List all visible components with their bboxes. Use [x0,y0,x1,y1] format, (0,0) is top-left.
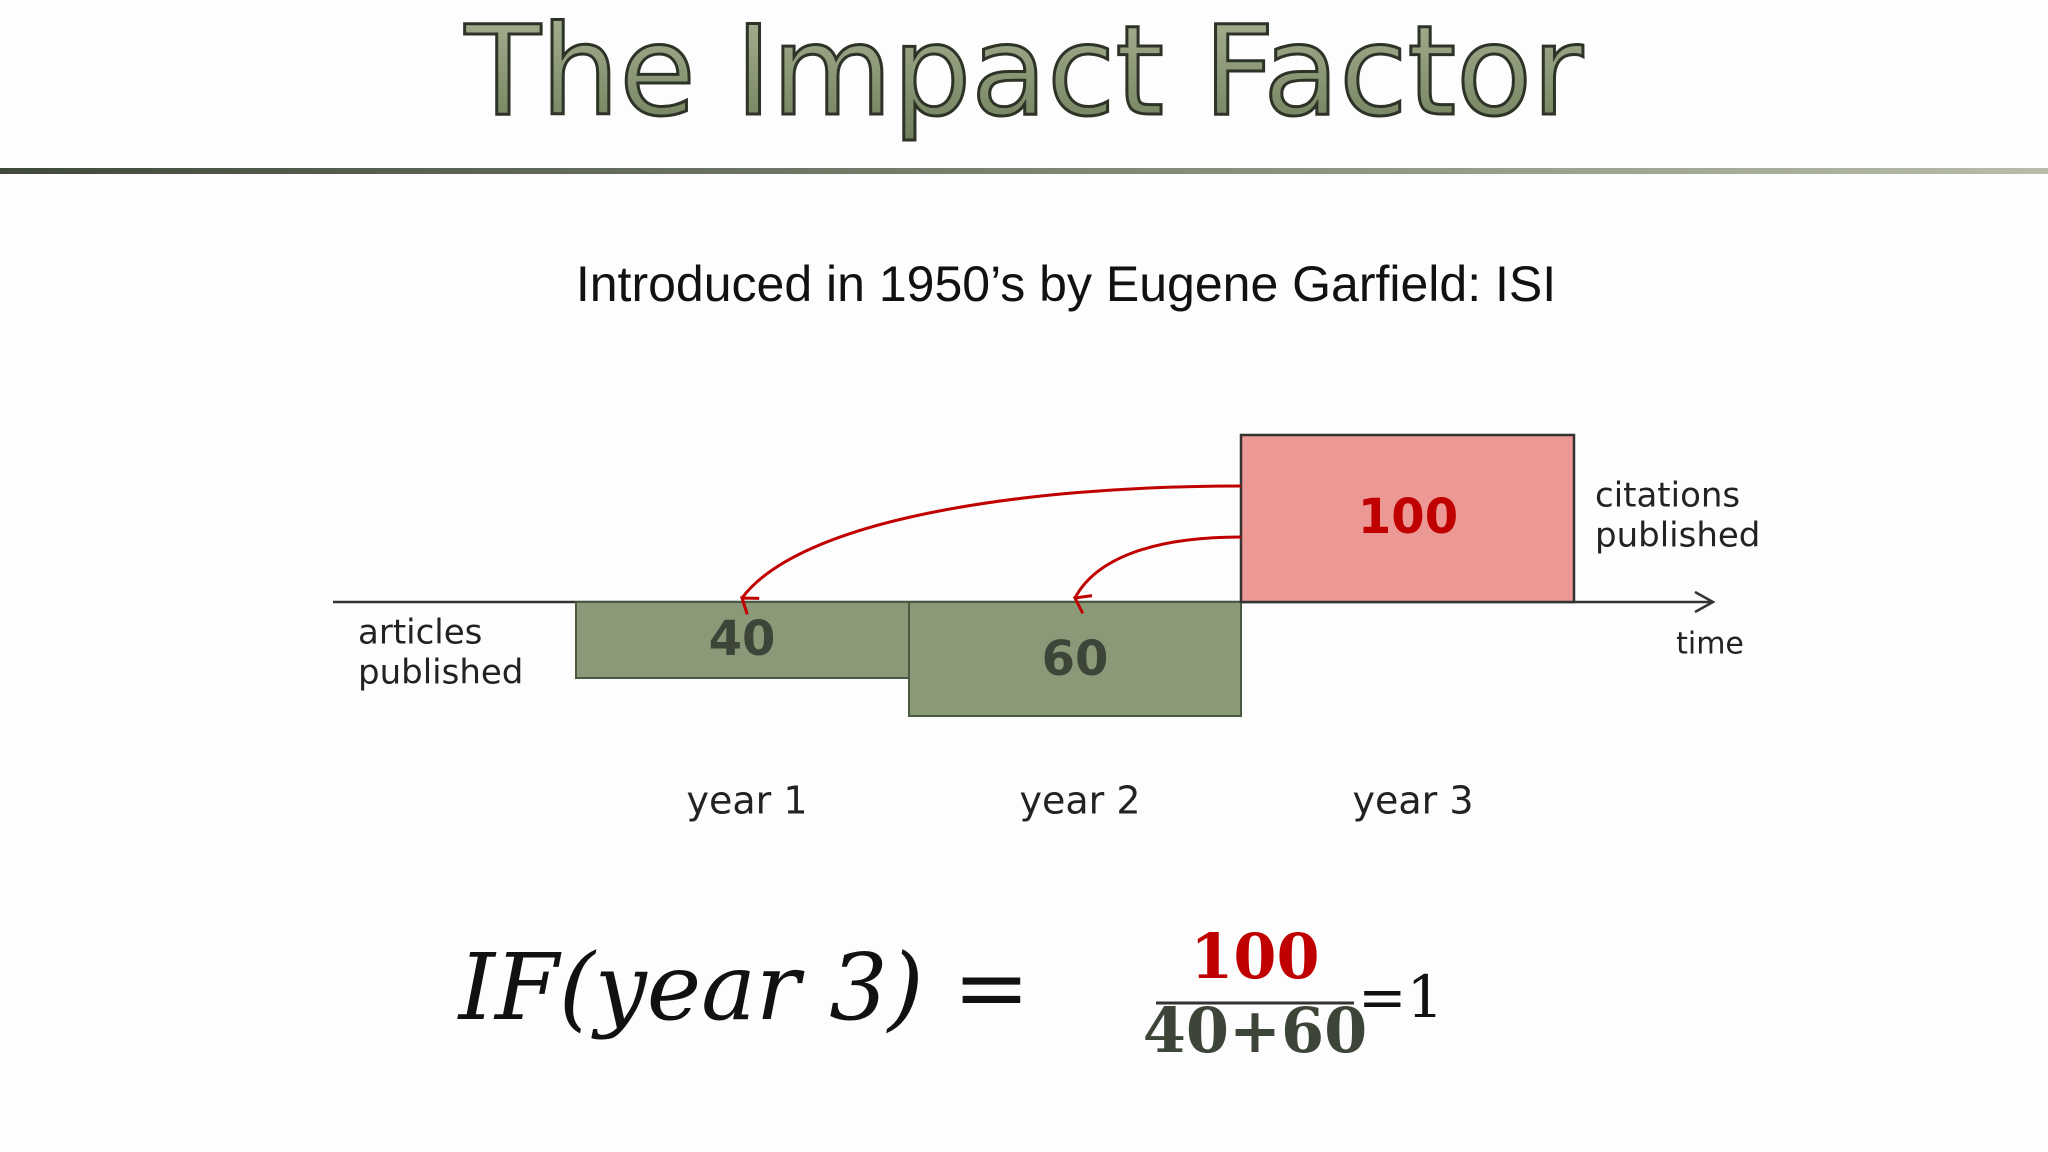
box-label: 60 [1042,631,1109,687]
title: The Impact Factor [464,0,1583,144]
box-label: 40 [709,611,776,667]
box-year-2 [908,601,1242,717]
box-label: 100 [1358,489,1458,545]
axis-label: time [1676,627,1744,662]
citations-label: published [1595,516,1760,556]
citation-arrow [739,484,1242,615]
title-rule [0,168,2048,174]
citation-arrow [1072,535,1242,615]
formula-result: =1 [1358,963,1444,1031]
box-year-3 [1239,433,1576,604]
year-label: year 1 [686,779,807,823]
formula-denominator: 40+60 [1143,994,1368,1067]
citations-label: citations [1595,476,1740,516]
articles-label: published [358,653,523,693]
subtitle: Introduced in 1950’s by Eugene Garfield:… [576,256,1556,312]
year-label: year 3 [1352,779,1473,823]
articles-label: articles [358,613,482,653]
formula-lhs: IF(year 3) = [457,934,1030,1041]
year-label: year 2 [1019,779,1140,823]
formula-numerator: 100 [1190,920,1319,993]
